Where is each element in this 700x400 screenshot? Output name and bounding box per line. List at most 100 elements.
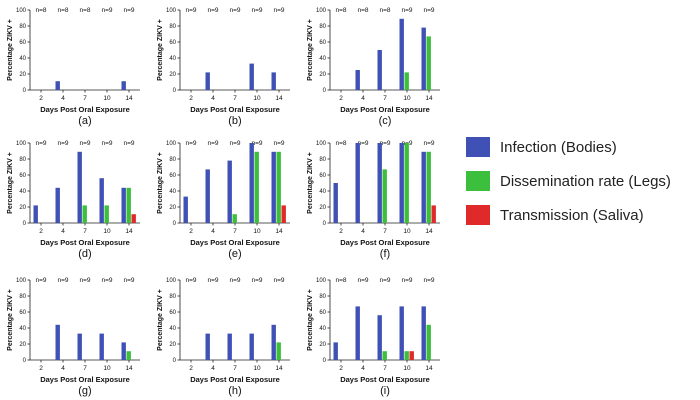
- panel-6-bar-dissemination: [426, 151, 431, 223]
- panel-4-n-label: n=9: [57, 140, 68, 147]
- legend-item-transmission: Transmission (Saliva): [466, 204, 671, 226]
- panel-8-n-label: n=9: [185, 277, 196, 284]
- panel-9-x-tick-label: 7: [383, 365, 387, 372]
- legend-item-infection: Infection (Bodies): [466, 136, 671, 158]
- panel-8-y-tick-label: 40: [169, 326, 176, 332]
- panel-2-x-tick-label: 14: [275, 95, 283, 102]
- panel-4-y-tick-label: 20: [19, 205, 26, 211]
- panel-1-y-tick-label: 40: [19, 56, 26, 62]
- panel-7-bar-infection: [99, 333, 104, 360]
- panel-5-y-tick-label: 40: [169, 189, 176, 195]
- panel-3-panel-label: (c): [379, 115, 392, 127]
- panel-6-x-tick-label: 7: [383, 228, 387, 235]
- panel-7-bar-dissemination: [126, 351, 131, 360]
- panel-1-n-label: n=8: [79, 7, 90, 14]
- legend-swatch-dissemination: [466, 171, 490, 191]
- panel-9-y-tick-label: 20: [319, 342, 326, 348]
- panel-1-n-label: n=8: [57, 7, 68, 14]
- legend: Infection (Bodies) Dissemination rate (L…: [466, 136, 671, 238]
- panel-7-x-axis-title: Days Post Oral Exposure: [40, 375, 130, 384]
- panel-2-bar-infection: [249, 63, 254, 90]
- panel-1-bar-infection: [55, 81, 60, 90]
- legend-swatch-infection: [466, 137, 490, 157]
- panel-7-n-label: n=9: [101, 277, 112, 284]
- panel-1-x-tick-label: 2: [39, 95, 43, 102]
- panel-3-y-axis-title: Percentage ZIKV +: [307, 19, 314, 81]
- panel-2-n-label: n=9: [273, 7, 284, 14]
- panel-8-y-tick-label: 60: [169, 310, 176, 316]
- panel-1-y-tick-label: 0: [23, 88, 27, 94]
- panel-1-bar-infection: [121, 81, 126, 90]
- panel-6-panel-label: (f): [380, 248, 390, 260]
- panel-6-y-tick-label: 20: [319, 205, 326, 211]
- panel-8-n-label: n=9: [273, 277, 284, 284]
- panel-5-n-label: n=9: [229, 140, 240, 147]
- panel-7-n-label: n=9: [57, 277, 68, 284]
- panel-3-bar-infection: [421, 27, 426, 91]
- panel-4-bar-dissemination: [82, 205, 87, 223]
- panel-5-bar-infection: [205, 169, 210, 223]
- panel-5-y-tick-label: 80: [169, 157, 176, 163]
- panel-4-bar-infection: [99, 178, 104, 223]
- panel-4-bar-infection: [33, 205, 38, 223]
- panel-4-bar-transmission: [131, 214, 136, 223]
- panel-6-bar-infection: [399, 143, 404, 223]
- panel-9-y-tick-label: 0: [323, 358, 327, 364]
- panel-2-x-tick-label: 4: [211, 95, 215, 102]
- panel-5-bar-infection: [249, 143, 254, 223]
- panel-5-x-tick-label: 4: [211, 228, 215, 235]
- panel-5-x-tick-label: 10: [253, 228, 261, 235]
- panel-7-x-tick-label: 10: [103, 365, 111, 372]
- panel-4-bar-infection: [55, 187, 60, 223]
- panel-5-n-label: n=9: [273, 140, 284, 147]
- panel-9-bar-transmission: [409, 351, 414, 360]
- panel-9-bar-dissemination: [426, 324, 431, 360]
- panel-7-n-label: n=9: [79, 277, 90, 284]
- panel-8-y-tick-label: 0: [173, 358, 177, 364]
- panel-8-y-tick-label: 100: [166, 278, 177, 284]
- panel-3-x-tick-label: 2: [339, 95, 343, 102]
- panel-3-bar-infection: [399, 18, 404, 90]
- panel-5-n-label: n=9: [251, 140, 262, 147]
- panel-3-y-tick-label: 20: [319, 72, 326, 78]
- panel-1-n-label: n=9: [101, 7, 112, 14]
- panel-8-bar-infection: [271, 324, 276, 360]
- panel-9-n-label: n=9: [379, 277, 390, 284]
- panel-2-y-tick-label: 20: [169, 72, 176, 78]
- panel-9-bar-dissemination: [382, 351, 387, 360]
- panel-3-y-tick-label: 60: [319, 40, 326, 46]
- panel-4-y-tick-label: 0: [23, 221, 27, 227]
- panel-6-x-tick-label: 14: [425, 228, 433, 235]
- panel-8-x-tick-label: 10: [253, 365, 261, 372]
- panel-8-n-label: n=9: [207, 277, 218, 284]
- panel-6-n-label: n=8: [335, 140, 346, 147]
- panel-9-bar-dissemination: [404, 351, 409, 360]
- panel-3-x-tick-label: 14: [425, 95, 433, 102]
- panel-9-n-label: n=9: [423, 277, 434, 284]
- panel-8-bar-infection: [249, 333, 254, 360]
- panel-3-n-label: n=8: [379, 7, 390, 14]
- panel-9-y-tick-label: 80: [319, 294, 326, 300]
- panel-2-panel-label: (b): [228, 115, 241, 127]
- panel-8-x-tick-label: 4: [211, 365, 215, 372]
- panel-5-bar-infection: [227, 160, 232, 223]
- panel-4-x-tick-label: 10: [103, 228, 111, 235]
- panel-6-bar-dissemination: [404, 143, 409, 223]
- panel-8-x-tick-label: 7: [233, 365, 237, 372]
- panel-4-y-tick-label: 80: [19, 157, 26, 163]
- panel-8-x-tick-label: 2: [189, 365, 193, 372]
- legend-label-infection: Infection (Bodies): [500, 138, 617, 156]
- panel-4-bar-dissemination: [126, 187, 131, 223]
- panel-1-y-tick-label: 60: [19, 40, 26, 46]
- panel-2-n-label: n=9: [229, 7, 240, 14]
- panel-6-bar-infection: [421, 151, 426, 223]
- panel-7-y-tick-label: 80: [19, 294, 26, 300]
- panel-6-x-tick-label: 10: [403, 228, 411, 235]
- legend-item-dissemination: Dissemination rate (Legs): [466, 170, 671, 192]
- panel-2-bar-infection: [271, 72, 276, 90]
- panel-6-bar-infection: [377, 143, 382, 223]
- legend-label-transmission: Transmission (Saliva): [500, 206, 644, 224]
- panel-5-bar-dissemination: [254, 151, 259, 223]
- panel-8-bar-dissemination: [276, 342, 281, 360]
- panel-1-x-tick-label: 7: [83, 95, 87, 102]
